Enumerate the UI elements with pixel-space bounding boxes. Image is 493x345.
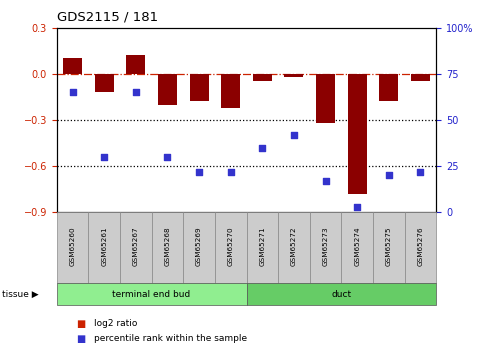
Bar <box>405 212 436 283</box>
Text: GSM65274: GSM65274 <box>354 226 360 266</box>
Bar <box>411 74 430 81</box>
Bar <box>310 212 341 283</box>
Bar <box>316 74 335 123</box>
Bar <box>341 212 373 283</box>
Text: GSM65272: GSM65272 <box>291 226 297 266</box>
Bar <box>253 74 272 81</box>
Bar <box>373 212 405 283</box>
Text: GSM65261: GSM65261 <box>101 226 107 266</box>
Text: duct: duct <box>331 289 352 299</box>
Bar <box>380 74 398 101</box>
Text: terminal end bud: terminal end bud <box>112 289 191 299</box>
Point <box>164 154 172 159</box>
Text: GSM65271: GSM65271 <box>259 226 265 266</box>
Text: GSM65260: GSM65260 <box>70 226 75 266</box>
Point <box>132 89 140 95</box>
Bar <box>63 58 82 74</box>
Bar <box>348 74 367 194</box>
Text: GSM65268: GSM65268 <box>164 226 171 266</box>
Bar <box>246 283 436 305</box>
Text: tissue ▶: tissue ▶ <box>2 289 39 299</box>
Text: GSM65276: GSM65276 <box>418 226 423 266</box>
Bar <box>189 74 209 101</box>
Text: GSM65273: GSM65273 <box>322 226 329 266</box>
Bar <box>57 212 88 283</box>
Point <box>100 154 108 159</box>
Text: GDS2115 / 181: GDS2115 / 181 <box>57 10 158 23</box>
Point <box>227 169 235 174</box>
Point <box>195 169 203 174</box>
Text: ■: ■ <box>76 334 86 344</box>
Text: GSM65269: GSM65269 <box>196 226 202 266</box>
Text: GSM65270: GSM65270 <box>228 226 234 266</box>
Point <box>321 178 329 184</box>
Point <box>417 169 424 174</box>
Bar <box>246 212 278 283</box>
Bar <box>158 74 177 105</box>
Bar <box>57 283 246 305</box>
Point <box>290 132 298 137</box>
Bar <box>152 212 183 283</box>
Point <box>385 172 393 178</box>
Bar <box>126 55 145 74</box>
Point <box>69 89 76 95</box>
Bar <box>278 212 310 283</box>
Bar <box>183 212 215 283</box>
Text: GSM65275: GSM65275 <box>386 226 392 266</box>
Point <box>353 204 361 209</box>
Bar <box>120 212 152 283</box>
Text: log2 ratio: log2 ratio <box>94 319 137 328</box>
Bar <box>215 212 246 283</box>
Bar <box>221 74 240 108</box>
Text: ■: ■ <box>76 319 86 328</box>
Text: percentile rank within the sample: percentile rank within the sample <box>94 334 247 343</box>
Text: GSM65267: GSM65267 <box>133 226 139 266</box>
Bar <box>284 74 304 77</box>
Bar <box>95 74 113 92</box>
Point <box>258 145 266 150</box>
Bar <box>88 212 120 283</box>
